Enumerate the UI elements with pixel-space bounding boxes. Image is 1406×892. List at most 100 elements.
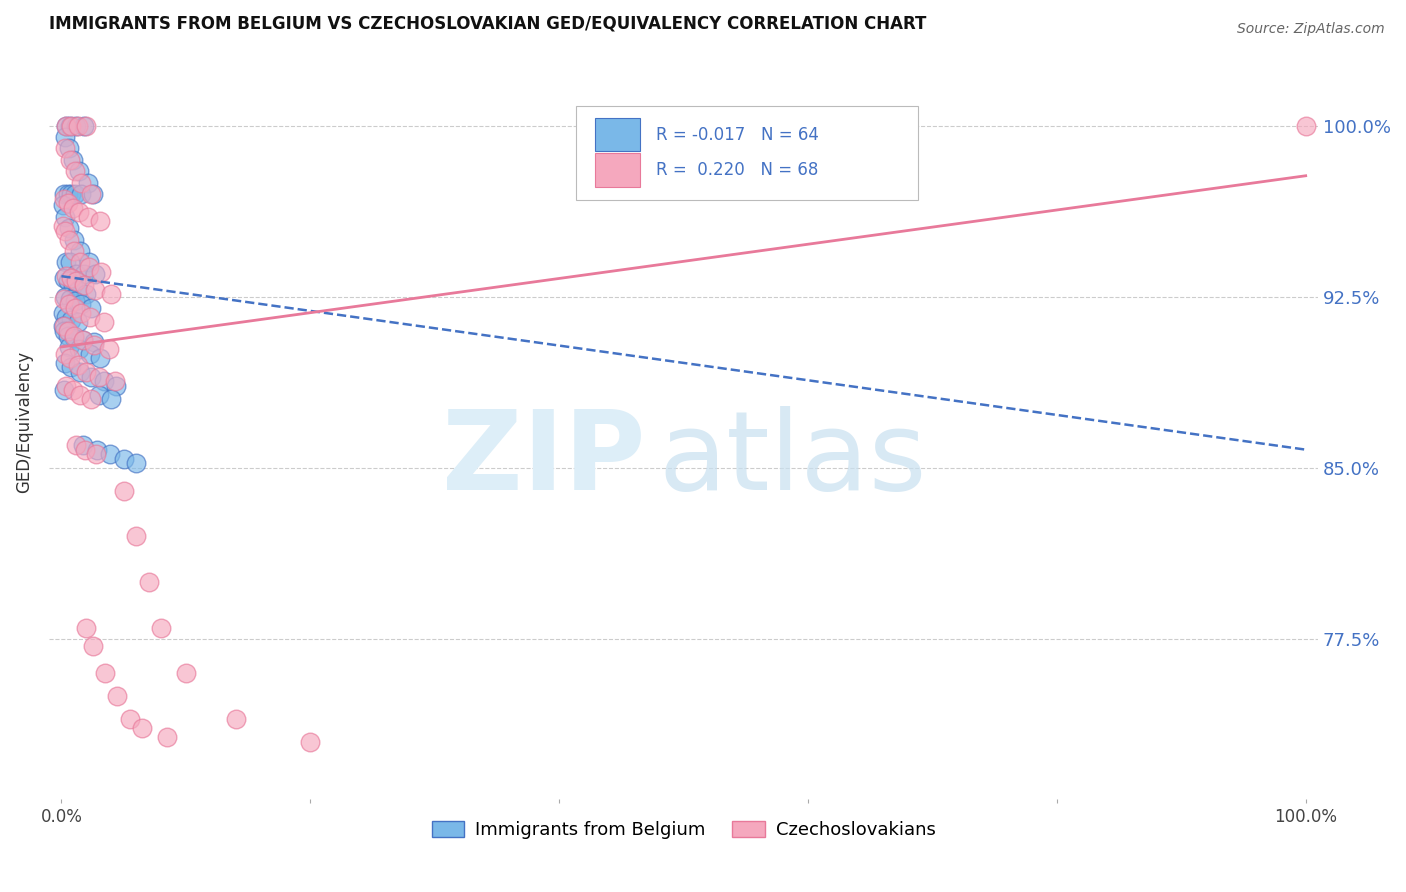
Point <box>83 335 105 350</box>
FancyBboxPatch shape <box>595 153 640 186</box>
Point <box>299 735 322 749</box>
Point <box>59 351 82 366</box>
Point <box>70 296 93 310</box>
Point <box>93 374 115 388</box>
Point <box>56 196 79 211</box>
Point <box>77 255 100 269</box>
Point <box>72 333 94 347</box>
Point <box>225 712 247 726</box>
Point <box>53 290 76 304</box>
Point <box>53 210 76 224</box>
Point <box>69 365 91 379</box>
Point <box>55 378 77 392</box>
Point <box>156 730 179 744</box>
Point <box>53 223 76 237</box>
Point <box>73 119 96 133</box>
Text: IMMIGRANTS FROM BELGIUM VS CZECHOSLOVAKIAN GED/EQUIVALENCY CORRELATION CHART: IMMIGRANTS FROM BELGIUM VS CZECHOSLOVAKI… <box>49 15 927 33</box>
Text: R = -0.017   N = 64: R = -0.017 N = 64 <box>655 126 818 144</box>
Point <box>1295 119 1317 133</box>
Point <box>53 130 76 145</box>
Point <box>63 331 86 345</box>
Legend: Immigrants from Belgium, Czechoslovakians: Immigrants from Belgium, Czechoslovakian… <box>425 814 943 847</box>
Point <box>58 233 80 247</box>
Text: atlas: atlas <box>658 407 927 514</box>
Point <box>58 141 80 155</box>
Point <box>90 265 112 279</box>
Point <box>55 119 77 133</box>
Point <box>58 221 80 235</box>
Point <box>105 378 128 392</box>
Point <box>87 388 110 402</box>
Point <box>53 141 76 155</box>
Point <box>73 267 96 281</box>
Point <box>55 255 77 269</box>
Point <box>63 301 86 315</box>
Point <box>52 319 75 334</box>
Point <box>98 447 121 461</box>
Point <box>55 310 77 325</box>
Point <box>73 278 96 293</box>
Point <box>55 119 77 133</box>
Y-axis label: GED/Equivalency: GED/Equivalency <box>15 351 32 493</box>
Point <box>62 384 84 398</box>
Point <box>60 312 83 326</box>
Point <box>84 447 107 461</box>
Point <box>60 271 83 285</box>
Point <box>58 340 80 354</box>
Point <box>138 574 160 589</box>
Point <box>100 287 122 301</box>
Point <box>66 119 89 133</box>
Point <box>72 333 94 347</box>
FancyBboxPatch shape <box>575 106 918 200</box>
Point <box>65 274 87 288</box>
Point <box>79 310 101 325</box>
Point <box>52 306 75 320</box>
Point <box>174 666 197 681</box>
Point <box>52 292 75 306</box>
Point <box>97 342 120 356</box>
Point <box>83 337 105 351</box>
Point <box>59 255 82 269</box>
Point <box>63 328 86 343</box>
Point <box>63 294 86 309</box>
Point <box>52 219 75 233</box>
Point <box>53 356 76 370</box>
Point <box>66 315 89 329</box>
Point <box>59 119 82 133</box>
Point <box>56 324 79 338</box>
Point <box>80 369 103 384</box>
Point <box>52 192 75 206</box>
Point <box>60 119 83 133</box>
Point <box>84 283 107 297</box>
Point <box>118 712 141 726</box>
Point <box>87 369 110 384</box>
Point <box>70 306 93 320</box>
FancyBboxPatch shape <box>595 118 640 151</box>
Point <box>62 278 84 293</box>
Point <box>94 666 117 681</box>
Point <box>59 292 82 306</box>
Point <box>62 153 84 167</box>
Point <box>63 233 86 247</box>
Text: R =  0.220   N = 68: R = 0.220 N = 68 <box>655 161 818 179</box>
Point <box>63 187 86 202</box>
Point <box>69 388 91 402</box>
Point <box>52 271 75 285</box>
Point <box>77 260 100 274</box>
Point <box>67 342 90 356</box>
Point <box>100 392 122 407</box>
Point <box>63 164 86 178</box>
Point <box>93 315 115 329</box>
Point <box>84 267 107 281</box>
Point <box>53 347 76 361</box>
Point <box>67 205 90 219</box>
Point <box>58 296 80 310</box>
Point <box>80 187 103 202</box>
Point <box>65 267 87 281</box>
Point <box>76 176 98 190</box>
Point <box>56 328 79 343</box>
Point <box>55 269 77 284</box>
Point <box>70 176 93 190</box>
Text: Source: ZipAtlas.com: Source: ZipAtlas.com <box>1237 22 1385 37</box>
Point <box>79 347 101 361</box>
